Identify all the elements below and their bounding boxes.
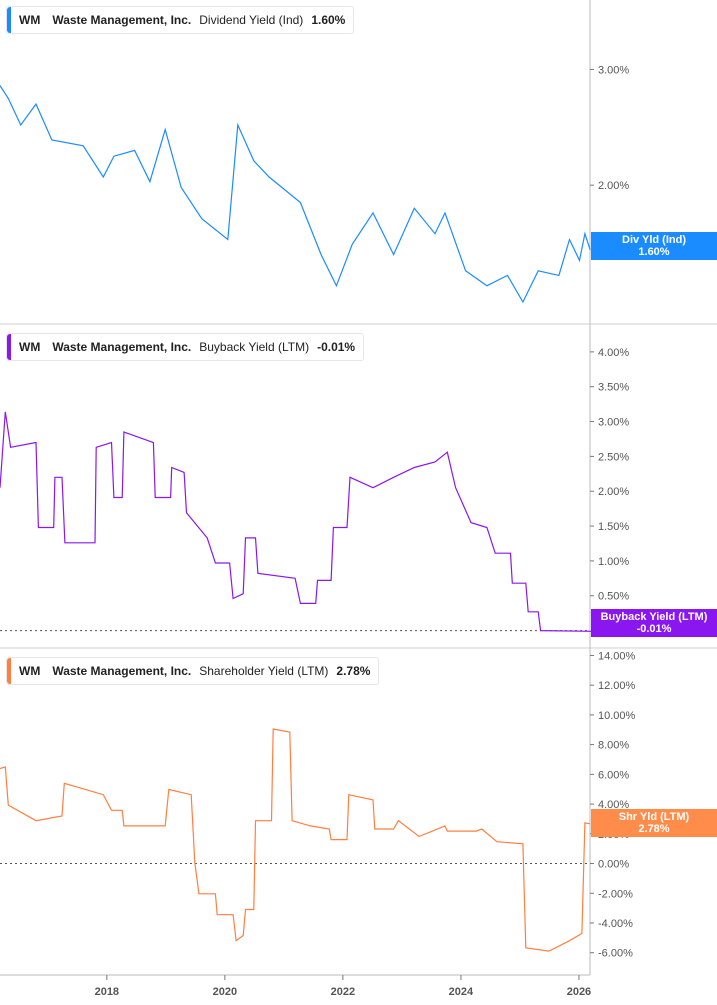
ticker: WM [19, 13, 41, 27]
last-value-tag-dividend: Div Yld (Ind) 1.60% [591, 232, 717, 260]
y-tick-label: 2.00% [598, 180, 629, 192]
company-name: Waste Management, Inc. [52, 13, 192, 27]
tag-value: 1.60% [638, 246, 670, 258]
ticker: WM [19, 340, 41, 354]
metric-name: Buyback Yield (LTM) [199, 340, 310, 354]
series-color-swatch [7, 334, 11, 360]
metric-value: 2.78% [336, 664, 371, 678]
metric-name: Dividend Yield (Ind) [199, 13, 304, 27]
last-value-tag-shareholder: Shr Yld (LTM) 2.78% [591, 809, 717, 837]
x-tick-label: 2026 [567, 986, 591, 998]
ticker: WM [19, 664, 41, 678]
y-tick-label: 0.50% [598, 591, 629, 603]
last-value-tag-buyback: Buyback Yield (LTM) -0.01% [591, 609, 717, 637]
metric-value: -0.01% [317, 340, 356, 354]
y-tick-label: 12.00% [598, 680, 636, 692]
tag-value: 2.78% [638, 823, 670, 835]
legend-buyback-yield[interactable]: WM Waste Management, Inc. Buyback Yield … [6, 333, 365, 361]
x-tick-label: 2024 [449, 986, 474, 998]
series-line-0 [0, 85, 591, 304]
series-line-2 [0, 728, 591, 952]
y-tick-label: -2.00% [598, 888, 633, 900]
y-tick-label: -6.00% [598, 948, 633, 960]
x-tick-label: 2020 [213, 986, 237, 998]
series-color-swatch [7, 658, 11, 684]
y-tick-label: 4.00% [598, 799, 629, 811]
tag-label: Shr Yld (LTM) [618, 811, 690, 823]
company-name: Waste Management, Inc. [52, 664, 192, 678]
y-tick-label: 0.00% [598, 859, 629, 871]
metric-value: 1.60% [311, 13, 346, 27]
y-tick-label: 4.00% [598, 347, 629, 359]
company-name: Waste Management, Inc. [52, 340, 192, 354]
x-tick-label: 2018 [95, 986, 119, 998]
y-tick-label: 2.50% [598, 451, 629, 463]
y-tick-label: 6.00% [598, 769, 629, 781]
y-tick-label: 1.00% [598, 556, 629, 568]
legend-shareholder-yield[interactable]: WM Waste Management, Inc. Shareholder Yi… [6, 657, 380, 685]
y-tick-label: 8.00% [598, 740, 629, 752]
y-tick-label: 3.50% [598, 382, 629, 394]
y-tick-label: 3.00% [598, 417, 629, 429]
y-tick-label: 2.00% [598, 486, 629, 498]
y-tick-label: 1.50% [598, 521, 629, 533]
y-tick-label: 3.00% [598, 64, 629, 76]
series-color-swatch [7, 7, 11, 33]
y-tick-label: 14.00% [598, 650, 636, 662]
x-tick-label: 2022 [331, 986, 355, 998]
series-line-1 [0, 411, 592, 632]
tag-label: Div Yld (Ind) [622, 234, 686, 246]
tag-value: -0.01% [636, 623, 672, 635]
legend-dividend-yield[interactable]: WM Waste Management, Inc. Dividend Yield… [6, 6, 355, 34]
y-tick-label: 10.00% [598, 710, 636, 722]
y-tick-label: -4.00% [598, 918, 633, 930]
metric-name: Shareholder Yield (LTM) [199, 664, 329, 678]
tag-label: Buyback Yield (LTM) [600, 611, 708, 623]
